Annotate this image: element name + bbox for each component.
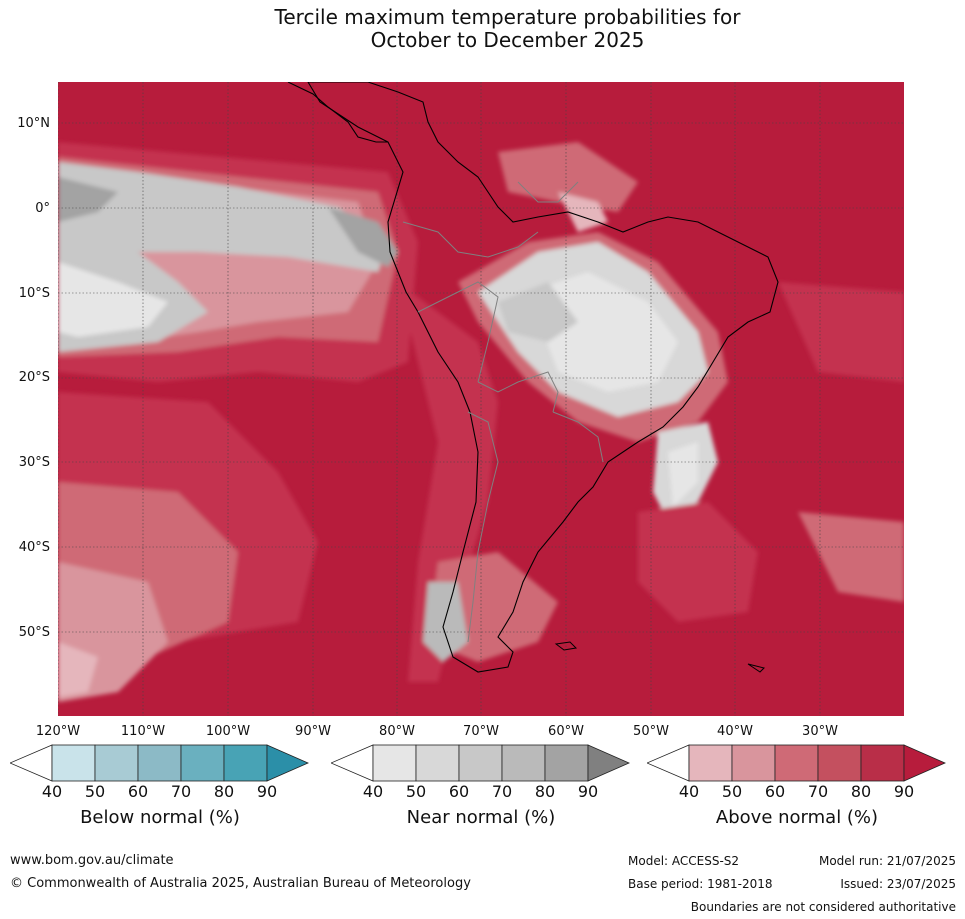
lon-label-120w: 120°W	[35, 724, 81, 739]
lon-label-60w: 60°W	[548, 724, 584, 739]
near-80-region	[58, 177, 118, 222]
tick-near-90: 90	[577, 782, 599, 801]
tick-near-50: 50	[405, 782, 427, 801]
below-normal-title: Below normal (%)	[80, 807, 240, 828]
tick-below-40: 40	[41, 782, 63, 801]
near-70-andes-south	[423, 582, 468, 662]
tick-above-90: 90	[893, 782, 915, 801]
tick-above-50: 50	[721, 782, 743, 801]
lon-label-100w: 100°W	[205, 724, 251, 739]
above-70-east-atlantic	[798, 512, 904, 602]
tick-near-40: 40	[362, 782, 384, 801]
tick-below-70: 70	[170, 782, 192, 801]
colorbar-above-normal	[645, 743, 949, 787]
base-period-text: Base period: 1981-2018	[628, 877, 773, 891]
near-40-atlantic	[668, 442, 698, 507]
model-run-text: Model run: 21/07/2025	[818, 854, 956, 868]
near-normal-title: Near normal (%)	[406, 807, 556, 828]
lon-label-110w: 110°W	[120, 724, 166, 739]
near-80-region-galapagos	[328, 207, 398, 267]
above-80-coastal	[398, 282, 498, 682]
title-line-2: October to December 2025	[370, 28, 645, 52]
graticule	[58, 82, 904, 716]
tick-below-60: 60	[127, 782, 149, 801]
above-50-south-pacific	[58, 642, 98, 697]
tick-below-50: 50	[84, 782, 106, 801]
lat-label-0: 0°	[35, 201, 50, 216]
title-line-1: Tercile maximum temperature probabilitie…	[274, 5, 741, 29]
south-georgia	[747, 663, 765, 673]
model-text: Model: ACCESS-S2	[628, 854, 740, 868]
colorbar-below-normal	[8, 743, 310, 787]
tick-above-60: 60	[764, 782, 786, 801]
tick-above-70: 70	[807, 782, 829, 801]
copyright-text: © Commonwealth of Australia 2025, Austra…	[10, 876, 471, 891]
colorbar-near-normal	[329, 743, 631, 787]
tick-near-70: 70	[491, 782, 513, 801]
above-80-east-atlantic	[778, 282, 904, 382]
lat-label-40s: 40°S	[18, 540, 50, 555]
near-60-bolivia	[498, 282, 578, 342]
lon-label-40w: 40°W	[717, 724, 753, 739]
tick-below-90: 90	[256, 782, 278, 801]
above-80-argentine-sea	[638, 502, 758, 622]
issued-text: Issued: 23/07/2025	[840, 877, 956, 891]
lat-label-30s: 30°S	[18, 455, 50, 470]
probability-map	[58, 82, 904, 716]
disclaimer-text: Boundaries are not considered authoritat…	[690, 900, 956, 914]
tick-above-80: 80	[850, 782, 872, 801]
central-america-coastline	[287, 82, 388, 143]
country-borders	[402, 181, 604, 643]
lat-label-10s: 10°S	[18, 286, 50, 301]
above-70-north	[498, 142, 638, 212]
map-canvas	[58, 82, 904, 716]
map-title: Tercile maximum temperature probabilitie…	[0, 6, 965, 52]
lat-label-20s: 20°S	[18, 370, 50, 385]
lon-label-90w: 90°W	[295, 724, 331, 739]
above-50-north	[558, 192, 608, 232]
tick-near-60: 60	[448, 782, 470, 801]
near-40-region	[58, 262, 168, 337]
lon-label-70w: 70°W	[463, 724, 499, 739]
south-america-coastline	[307, 82, 779, 673]
lon-label-80w: 80°W	[379, 724, 415, 739]
tick-near-80: 80	[534, 782, 556, 801]
colorbar-above-graphic	[645, 744, 946, 782]
colorbar-near-graphic	[329, 744, 630, 782]
lat-label-50s: 50°S	[18, 625, 50, 640]
near-40-brazil	[528, 272, 678, 392]
website-link[interactable]: www.bom.gov.au/climate	[10, 853, 174, 868]
tick-below-80: 80	[213, 782, 235, 801]
falklands	[554, 641, 578, 651]
lon-label-50w: 50°W	[633, 724, 669, 739]
tick-above-40: 40	[678, 782, 700, 801]
lon-label-30w: 30°W	[802, 724, 838, 739]
above-normal-title: Above normal (%)	[715, 807, 879, 828]
lat-label-10n: 10°N	[17, 116, 50, 131]
colorbar-below-graphic	[8, 744, 309, 782]
